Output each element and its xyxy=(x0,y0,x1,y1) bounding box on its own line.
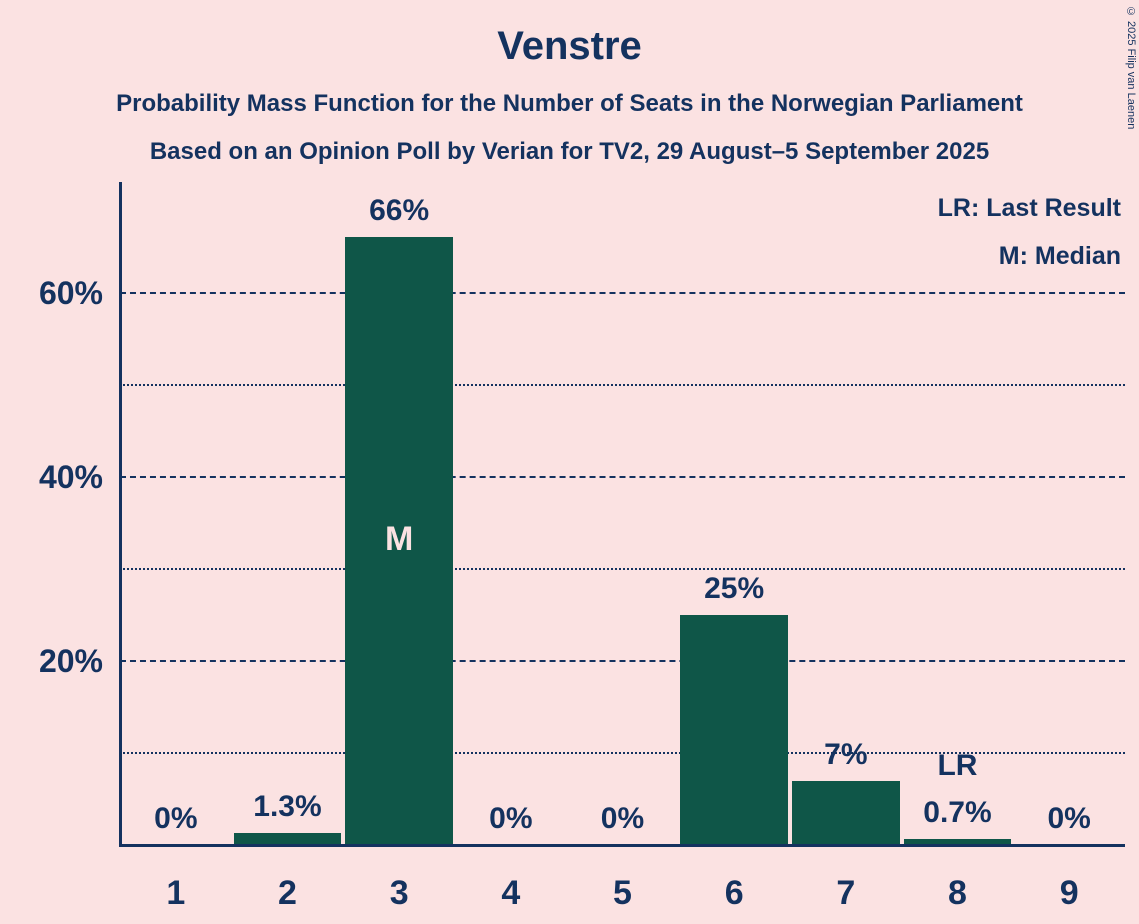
y-axis-line xyxy=(119,182,122,847)
x-axis-label-seats-6: 6 xyxy=(724,874,744,912)
bar-value-label-seats-1: 0% xyxy=(154,802,198,835)
y-axis-label-20pct: 20% xyxy=(38,642,103,679)
x-axis-line xyxy=(119,844,1125,847)
chart-subtitle-line1: Probability Mass Function for the Number… xyxy=(116,90,1023,117)
bar-seats-3 xyxy=(345,237,453,845)
chart-title: Venstre xyxy=(497,24,642,68)
gridline-minor-30pct xyxy=(120,567,1125,570)
x-axis-label-seats-2: 2 xyxy=(278,874,297,912)
bar-seats-2 xyxy=(233,833,342,845)
legend: LR: Last Result M: Median xyxy=(938,184,1121,280)
x-axis-label-seats-4: 4 xyxy=(501,874,521,912)
bar-value-label-seats-4: 0% xyxy=(489,802,533,835)
gridline-major-40pct xyxy=(120,475,1125,478)
legend-lr-entry: LR: Last Result xyxy=(937,194,1121,222)
bar-value-label-seats-5: 0% xyxy=(600,802,645,835)
chart-subtitle-line2: Based on an Opinion Poll by Verian for T… xyxy=(149,138,990,165)
bar-value-label-seats-8: 0.7% xyxy=(923,795,992,829)
x-axis-label-seats-8: 8 xyxy=(948,874,967,912)
bar-value-label-seats-7: 7% xyxy=(824,737,868,771)
x-axis-label-seats-9: 9 xyxy=(1059,874,1079,912)
gridline-major-60pct xyxy=(120,291,1125,294)
bar-value-label-seats-9: 0% xyxy=(1047,802,1091,835)
y-axis-label-60pct: 60% xyxy=(38,274,103,311)
bar-value-label-seats-3: 66% xyxy=(369,194,430,228)
x-axis-label-seats-5: 5 xyxy=(613,874,632,912)
bar-seats-6 xyxy=(680,614,788,845)
last-result-marker: LR xyxy=(937,748,978,782)
bar-value-label-seats-6: 25% xyxy=(704,571,765,605)
bar-seats-7 xyxy=(792,780,900,845)
y-axis-label-40pct: 40% xyxy=(38,458,103,495)
median-marker: M xyxy=(384,520,414,559)
x-axis-label-seats-7: 7 xyxy=(836,874,856,912)
gridline-major-20pct xyxy=(120,659,1125,662)
gridline-minor-10pct xyxy=(120,751,1125,754)
legend-median-entry: M: Median xyxy=(998,242,1121,270)
copyright-notice: © 2025 Filip van Laenen xyxy=(1125,6,1137,130)
x-axis-label-seats-1: 1 xyxy=(166,874,186,912)
bar-seats-8 xyxy=(903,838,1012,845)
bar-value-label-seats-2: 1.3% xyxy=(253,790,322,824)
gridline-minor-50pct xyxy=(120,383,1125,386)
x-axis-label-seats-3: 3 xyxy=(389,874,409,912)
